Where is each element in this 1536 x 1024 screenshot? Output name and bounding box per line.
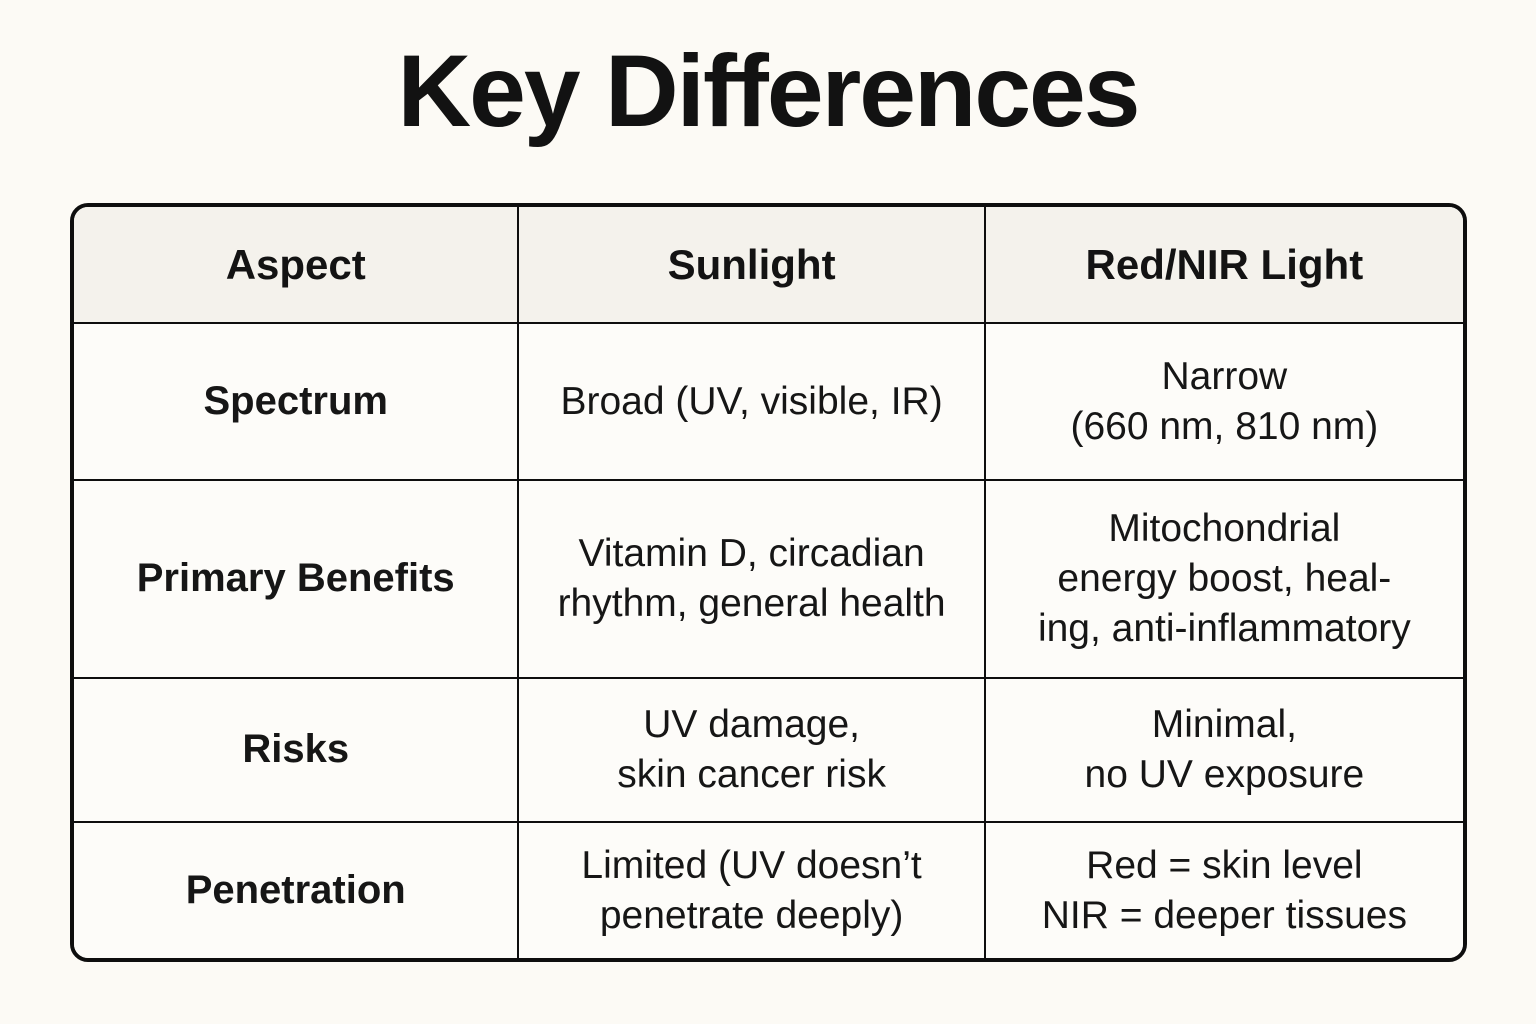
row-primary-benefits-red-nir: Mitochondrial energy boost, heal- ing, a… <box>983 479 1463 677</box>
header-cell-aspect: Aspect <box>74 207 518 322</box>
row-penetration-sunlight: Limited (UV doesn’t penetrate deeply) <box>517 821 984 958</box>
row-spectrum-aspect: Spectrum <box>74 322 518 479</box>
row-spectrum-sunlight: Broad (UV, visible, IR) <box>517 322 984 479</box>
header-cell-sunlight: Sunlight <box>517 207 984 322</box>
row-penetration-aspect: Penetration <box>74 821 518 958</box>
row-risks-sunlight: UV damage, skin cancer risk <box>517 677 984 821</box>
row-spectrum-red-nir: Narrow (660 nm, 810 nm) <box>983 322 1463 479</box>
page-title: Key Differences <box>397 34 1140 148</box>
row-risks-aspect: Risks <box>74 677 518 821</box>
row-primary-benefits-aspect: Primary Benefits <box>74 479 518 677</box>
row-primary-benefits-sunlight: Vitamin D, circadian rhythm, general hea… <box>517 479 984 677</box>
header-cell-red-nir: Red/NIR Light <box>983 207 1463 322</box>
row-penetration-red-nir: Red = skin level NIR = deeper tissues <box>983 821 1463 958</box>
comparison-table: Aspect Sunlight Red/NIR Light Spectrum B… <box>70 203 1467 962</box>
row-risks-red-nir: Minimal, no UV exposure <box>983 677 1463 821</box>
